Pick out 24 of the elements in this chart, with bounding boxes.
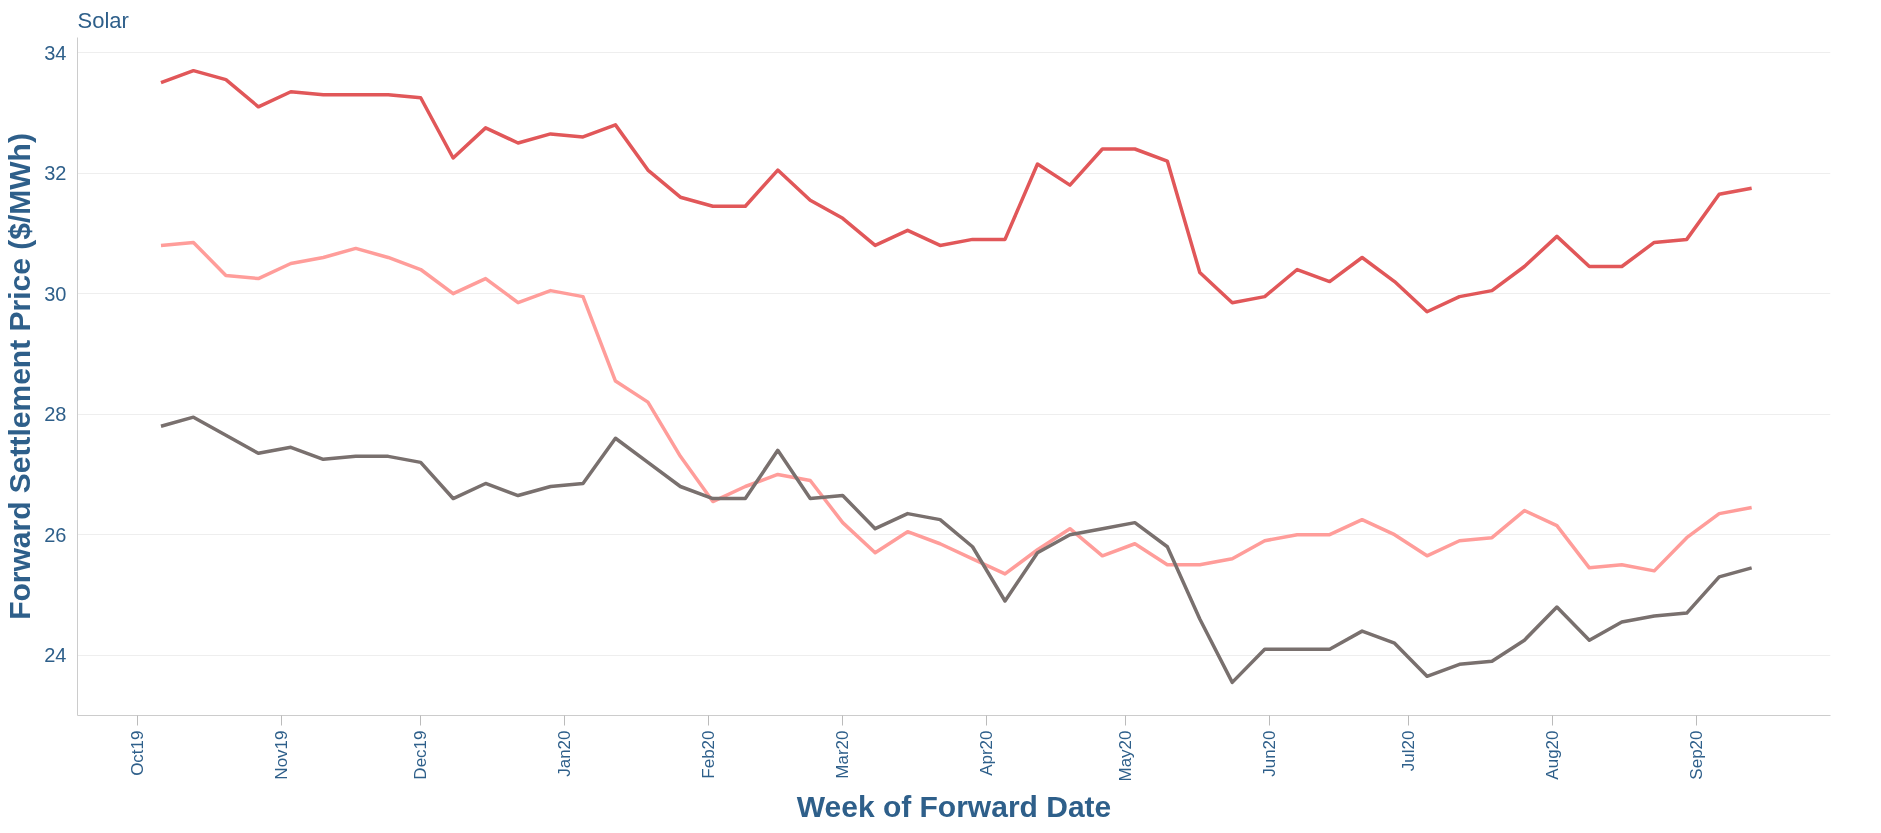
x-tick-label: May20 [1116,730,1136,782]
y-tick-label: 30 [44,282,67,305]
chart-title: Solar [77,7,129,33]
line-series [159,68,1754,314]
y-tick-label: 32 [44,162,67,185]
x-tick-label: Sep20 [1686,730,1706,780]
x-axis-title: Week of Forward Date [796,789,1112,823]
x-tick-label: Mar20 [833,730,853,779]
x-tick-label: Feb20 [698,730,718,779]
x-tick-label: Jan20 [554,730,574,777]
line-series [159,240,1754,576]
x-tick-label: Nov19 [272,730,292,780]
x-tick-label: Aug20 [1542,730,1562,780]
x-tick-label: Apr20 [976,730,996,776]
x-tick-label: Jun20 [1259,730,1279,777]
x-tick-label: Dec19 [411,730,431,780]
y-tick-label: 28 [44,403,67,426]
y-tick-label: 24 [44,644,67,667]
x-tick-label: Oct19 [128,730,148,776]
line-series [159,415,1754,685]
x-tick-label: Jul20 [1398,730,1418,772]
y-tick-label: 34 [44,41,67,64]
y-tick-label: 26 [44,523,67,546]
y-axis-title: Forward Settlement Price ($/MWh) [3,133,37,620]
